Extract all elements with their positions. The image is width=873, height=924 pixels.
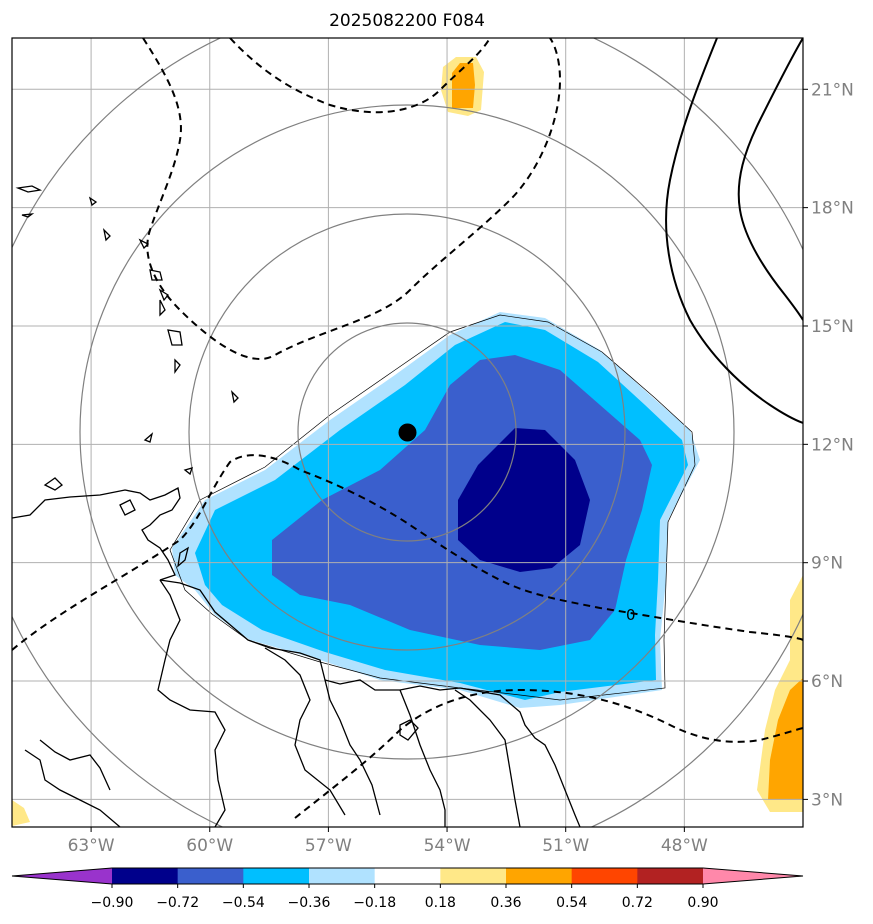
island-10	[15, 185, 43, 193]
lat-tick-label-5: 18°N	[811, 199, 854, 219]
island-5	[174, 358, 181, 375]
range-rings	[12, 38, 803, 827]
colorbar-tick-label-8: 0.72	[622, 895, 653, 911]
lon-tick-label-1: 60°W	[186, 836, 233, 856]
storm-center-marker	[398, 423, 417, 442]
lat-tick-label-3: 12°N	[811, 435, 854, 455]
zero-contour-outline	[169, 314, 696, 701]
anomaly-field	[12, 57, 803, 826]
map-panel: 0	[12, 38, 803, 827]
solid-contour-outer	[665, 38, 803, 424]
lon-tick-label-2: 57°W	[305, 836, 352, 856]
colorbar-tick-label-9: 0.90	[687, 895, 718, 911]
suriname-border	[324, 679, 381, 816]
island-15	[119, 499, 136, 516]
trinidad	[177, 546, 190, 568]
south-america-coast	[12, 487, 581, 827]
colorbar-tick-label-2: −0.54	[222, 895, 265, 911]
lat-tick-label-1: 6°N	[811, 672, 843, 692]
colorbar-tick-label-0: −0.90	[91, 895, 134, 911]
island-16	[158, 288, 169, 302]
longitude-ticks: 63°W 60°W 57°W 54°W 51°W 48°W	[68, 827, 708, 856]
brazil-amapa	[454, 689, 521, 827]
latitude-ticks: 3°N 6°N 9°N 12°N 15°N 18°N 21°N	[803, 80, 854, 810]
coastlines	[12, 185, 581, 827]
lat-tick-label-4: 15°N	[811, 317, 854, 337]
island-9	[102, 228, 111, 242]
colorbar-bin-3	[309, 868, 376, 884]
island-13	[183, 467, 194, 476]
lat-tick-label-6: 21°N	[811, 80, 854, 100]
colorbar-tick-label-4: −0.18	[353, 895, 396, 911]
anomaly-lightyellow-sw	[12, 800, 30, 826]
colorbar-bin-0	[112, 868, 179, 884]
colorbar-tick-label-6: 0.36	[490, 895, 521, 911]
colorbar-bin-4	[374, 868, 441, 884]
guyana-border	[264, 647, 346, 816]
colorbar-extend-low	[12, 868, 112, 884]
colorbar-bin-5	[440, 868, 507, 884]
colorbar-bin-8	[637, 868, 704, 884]
lon-tick-label-0: 63°W	[68, 836, 115, 856]
lon-tick-label-3: 54°W	[424, 836, 471, 856]
colorbar-bin-2	[243, 868, 310, 884]
lat-tick-label-2: 9°N	[811, 554, 843, 574]
island-1	[43, 477, 64, 491]
anomaly-darkblue-region	[458, 428, 590, 572]
gridlines	[12, 38, 803, 827]
island-14	[399, 719, 419, 741]
dashed-contour-zero	[12, 454, 803, 651]
range-ring-1	[297, 322, 517, 542]
dashed-contours	[12, 38, 803, 819]
colorbar: −0.90 −0.72 −0.54 −0.36 −0.18 0.18 0.36 0.54 0.7…	[11, 867, 804, 911]
lat-tick-label-0: 3°N	[811, 790, 843, 810]
french-guiana-border	[399, 689, 446, 827]
colorbar-bin-7	[571, 868, 638, 884]
range-ring-3	[79, 104, 735, 760]
range-ring-2	[188, 213, 626, 651]
island-2	[143, 432, 154, 443]
venezuela-interior	[157, 579, 226, 827]
island-3	[230, 390, 239, 404]
colorbar-tick-label-7: 0.54	[556, 895, 587, 911]
contour-label-zero: 0	[626, 606, 636, 624]
lon-tick-label-4: 51°W	[542, 836, 589, 856]
colorbar-tick-label-3: −0.36	[288, 895, 331, 911]
colorbar-tick-label-1: −0.72	[156, 895, 199, 911]
lon-tick-label-5: 48°W	[661, 836, 708, 856]
island-7	[149, 269, 163, 281]
dashed-contour-south	[294, 688, 803, 819]
island-12	[21, 213, 35, 218]
dashed-contour-northwest	[229, 38, 491, 114]
lake-region	[39, 739, 111, 791]
island-6	[159, 299, 166, 317]
colorbar-extend-high	[703, 868, 803, 884]
chart-title: 2025082200 F084	[329, 11, 485, 31]
anomaly-orange-north	[452, 63, 475, 108]
island-11	[88, 196, 98, 207]
island-8	[138, 238, 150, 250]
colombia-coast	[24, 749, 121, 827]
solid-contours	[665, 38, 803, 424]
anomaly-orange-east	[768, 678, 803, 800]
map-frame	[11, 37, 804, 828]
solid-contour-inner	[737, 38, 803, 321]
colorbar-bin-6	[506, 868, 573, 884]
colorbar-bin-1	[177, 868, 244, 884]
island-4	[167, 329, 183, 346]
colorbar-tick-label-5: 0.18	[425, 895, 456, 911]
